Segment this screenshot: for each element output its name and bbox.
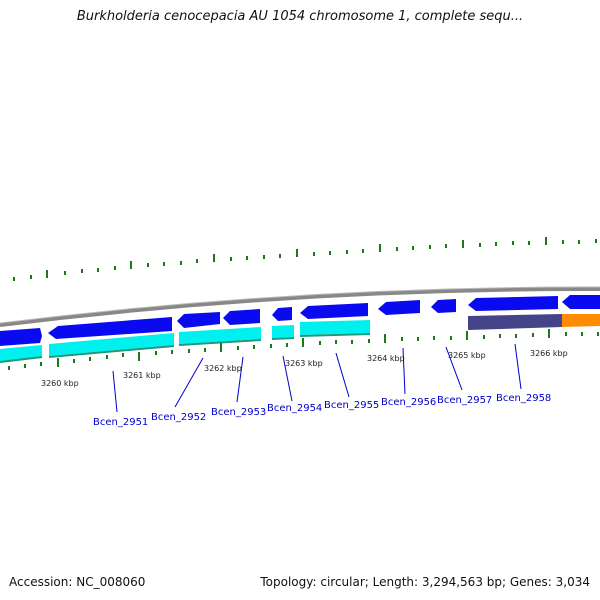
map-title: Burkholderia cenocepacia AU 1054 chromos… <box>76 9 524 24</box>
axis-labels: 3260 kbp 3261 kbp 3262 kbp 3263 kbp 3264… <box>41 349 568 388</box>
sequence-summary: Topology: circular; Length: 3,294,563 bp… <box>260 575 590 589</box>
forward-gene-track <box>0 295 600 346</box>
forward-gene[interactable] <box>562 295 600 309</box>
forward-gene[interactable] <box>177 312 220 328</box>
forward-gene[interactable] <box>48 317 172 339</box>
feature-track <box>468 314 600 330</box>
axis-tick-label: 3264 kbp <box>367 354 405 363</box>
highlighted-gene[interactable] <box>562 314 600 327</box>
accession-text: Accession: NC_008060 <box>9 575 146 589</box>
axis-tick-label: 3263 kbp <box>285 359 323 368</box>
axis-tick-label: 3262 kbp <box>204 364 242 373</box>
axis-tick-label: 3266 kbp <box>530 349 568 358</box>
gene-label-bcen-2957[interactable]: Bcen_2957 <box>437 395 492 406</box>
axis-tick-label: 3265 kbp <box>448 351 486 360</box>
gene-label-bcen-2951[interactable]: Bcen_2951 <box>93 417 148 428</box>
forward-gene[interactable] <box>223 309 260 325</box>
gene-label-bcen-2952[interactable]: Bcen_2952 <box>151 412 206 423</box>
reverse-strand-baseline <box>0 333 371 363</box>
inner-tick-row <box>8 329 599 370</box>
forward-gene[interactable] <box>300 303 368 319</box>
reverse-gene[interactable] <box>272 325 294 338</box>
backbone-track <box>0 286 600 327</box>
forward-gene[interactable] <box>272 307 292 321</box>
forward-gene[interactable] <box>378 300 420 315</box>
axis-tick-label: 3261 kbp <box>123 371 161 380</box>
outer-tick-row <box>13 237 597 281</box>
reverse-gene[interactable] <box>179 327 261 344</box>
gene-labels: Bcen_2951 Bcen_2952 Bcen_2953 Bcen_2954 … <box>93 393 551 428</box>
forward-gene[interactable] <box>0 328 42 346</box>
forward-gene[interactable] <box>468 296 558 311</box>
gene-label-bcen-2955[interactable]: Bcen_2955 <box>324 400 379 411</box>
reverse-gene-track <box>0 320 371 363</box>
reverse-gene[interactable] <box>300 320 370 335</box>
reverse-gene[interactable] <box>49 333 174 356</box>
gene-label-bcen-2956[interactable]: Bcen_2956 <box>381 397 436 408</box>
label-leaders <box>112 343 522 413</box>
gene-label-bcen-2954[interactable]: Bcen_2954 <box>267 403 322 414</box>
forward-gene[interactable] <box>431 299 456 313</box>
axis-tick-label: 3260 kbp <box>41 379 79 388</box>
backbone-highlight <box>0 286 600 324</box>
gene-label-bcen-2953[interactable]: Bcen_2953 <box>211 407 266 418</box>
rna-feature[interactable] <box>468 314 562 330</box>
gene-label-bcen-2958[interactable]: Bcen_2958 <box>496 393 551 404</box>
